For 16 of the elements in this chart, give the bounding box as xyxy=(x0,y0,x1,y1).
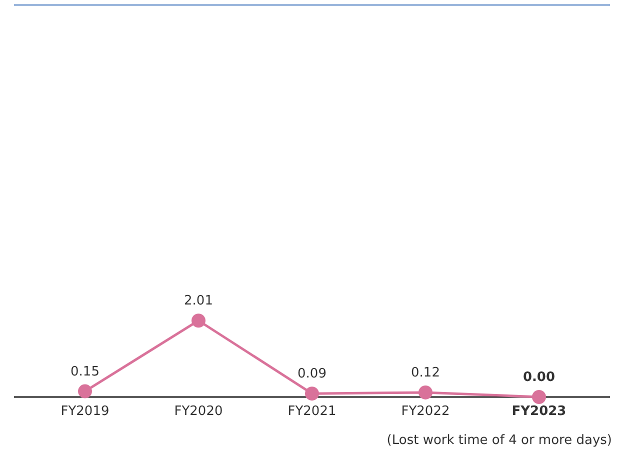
data-label: 0.09 xyxy=(298,366,326,382)
x-tick-label: FY2023 xyxy=(512,404,566,419)
point xyxy=(192,314,206,328)
data-label: 0.12 xyxy=(411,365,440,380)
data-label: 2.01 xyxy=(184,294,213,309)
data-label: 0.15 xyxy=(70,364,100,380)
x-tick-label: FY2022 xyxy=(401,404,450,419)
x-tick-label: FY2021 xyxy=(288,404,336,419)
point xyxy=(532,390,546,404)
x-tick-label: FY2019 xyxy=(60,404,110,419)
point xyxy=(418,385,432,400)
point xyxy=(78,384,92,398)
x-tick-label: FY2020 xyxy=(174,404,223,419)
data-label: 0.00 xyxy=(522,370,556,385)
text: (Lost work time of 4 or more days) xyxy=(386,433,612,448)
point xyxy=(305,386,319,401)
